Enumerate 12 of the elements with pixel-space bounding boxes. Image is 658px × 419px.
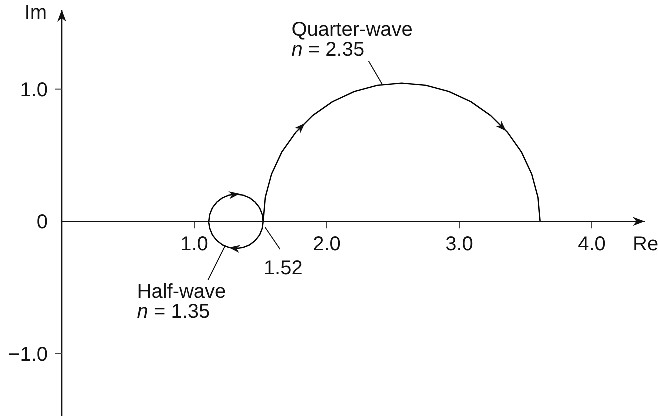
legend-label: Half-wave n = 1.35 bbox=[137, 281, 226, 324]
series-label: Quarter-wave n = 2.35 bbox=[292, 19, 413, 62]
y-tick-label: 1.0 bbox=[20, 79, 48, 102]
y-tick-label: −1.0 bbox=[8, 344, 48, 366]
x-axis-title: Re bbox=[633, 234, 658, 256]
y-axis-title: Im bbox=[24, 2, 47, 24]
annotation: 1.52 bbox=[264, 258, 303, 280]
x-tick-label: 3.0 bbox=[446, 234, 474, 256]
y-tick-label: 0 bbox=[36, 212, 48, 234]
x-tick-label: 4.0 bbox=[578, 234, 606, 256]
x-tick-label: 2.0 bbox=[313, 234, 341, 256]
x-tick-label: 1.0 bbox=[180, 234, 208, 256]
